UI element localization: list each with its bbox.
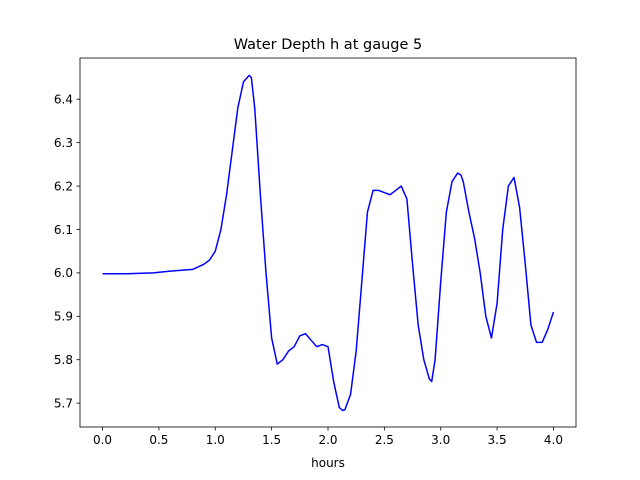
x-tick-label: 0.5 [149,433,168,447]
x-tick-label: 1.5 [262,433,281,447]
y-tick-label: 5.9 [54,310,73,324]
chart-title: Water Depth h at gauge 5 [234,37,422,53]
x-tick-label: 2.5 [375,433,394,447]
x-tick-label: 1.0 [206,433,225,447]
y-tick-label: 5.8 [54,353,73,367]
y-tick-label: 6.4 [54,93,73,107]
y-tick-label: 5.7 [54,396,73,410]
y-tick-label: 6.0 [54,266,73,280]
x-tick-label: 0.0 [93,433,112,447]
y-tick-label: 6.1 [54,223,73,237]
y-tick-label: 6.3 [54,136,73,150]
x-tick-label: 3.5 [488,433,507,447]
y-tick-label: 6.2 [54,179,73,193]
x-tick-label: 4.0 [544,433,563,447]
series-line-0 [102,74,555,412]
x-tick-label: 3.0 [431,433,450,447]
x-axis-label: hours [311,456,345,470]
x-tick-label: 2.0 [318,433,337,447]
y-axis: 5.7 5.8 5.9 6.0 6.1 6.2 6.3 6.4 [54,93,80,410]
plot-area [79,57,577,428]
x-axis: 0.0 0.5 1.0 1.5 2.0 2.5 3.0 3.5 4.0 [93,427,563,447]
